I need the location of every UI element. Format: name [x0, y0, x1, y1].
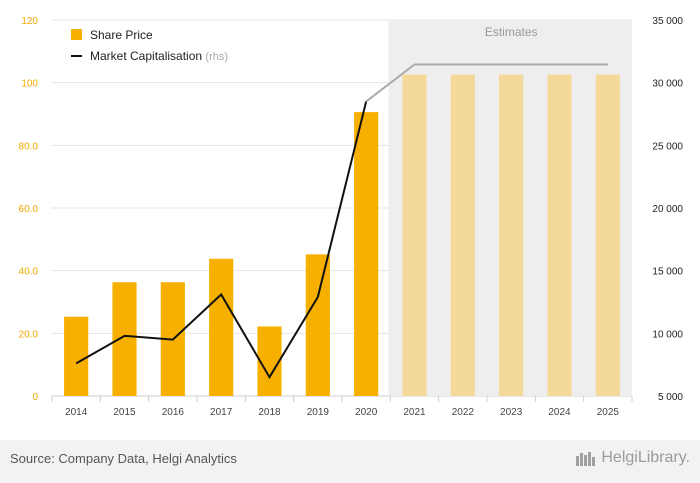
brand-logo: HelgiLibrary. — [575, 449, 690, 467]
source-note: Source: Company Data, Helgi Analytics — [10, 451, 237, 466]
share-price-bar-2021 — [402, 74, 427, 397]
share-price-bar-2023 — [499, 74, 524, 397]
left-tick-label: 20.0 — [19, 329, 39, 340]
share-price-bar-2017 — [209, 258, 234, 396]
right-tick-label: 30 000 — [652, 79, 683, 90]
left-tick-label: 100 — [21, 79, 38, 90]
legend: Share Price Market Capitalisation (rhs) — [71, 28, 228, 63]
legend-label-market-cap: Market Capitalisation (rhs) — [90, 49, 228, 63]
x-axis: 2014 2015 2016 2017 2018 2019 2020 2021 2022 2023… — [51, 396, 633, 418]
share-price-bar-2025 — [595, 74, 620, 397]
x-tick-label-2019: 2019 — [307, 407, 330, 418]
x-tick-label-2017: 2017 — [210, 407, 233, 418]
share-price-bars — [64, 74, 620, 397]
share-price-bar-2020 — [354, 112, 379, 397]
left-tick-label: 120 — [21, 16, 38, 27]
right-tick-label: 5 000 — [658, 392, 683, 403]
right-tick-label: 20 000 — [652, 204, 683, 215]
share-price-bar-2022 — [450, 74, 475, 397]
x-tick-label-2025: 2025 — [597, 407, 620, 418]
right-tick-label: 10 000 — [652, 329, 683, 340]
right-axis-ticks: 5 000 10 000 15 000 20 000 25 000 30 000 35 00… — [652, 16, 683, 403]
grid-lines — [52, 19, 632, 397]
x-tick-label-2020: 2020 — [355, 407, 378, 418]
x-tick-label-2021: 2021 — [403, 407, 426, 418]
brand-name: HelgiLibrary. — [601, 449, 690, 466]
market-cap-line — [75, 63, 608, 380]
share-price-bar-2018 — [257, 326, 282, 396]
x-tick-label-2024: 2024 — [548, 407, 571, 418]
left-tick-label: 60.0 — [19, 204, 39, 215]
market-cap-line-estimate — [365, 63, 608, 103]
legend-label-share-price: Share Price — [90, 28, 153, 42]
x-tick-label-2023: 2023 — [500, 407, 523, 418]
x-tick-label-2015: 2015 — [113, 407, 136, 418]
left-tick-label: 80.0 — [19, 141, 39, 152]
share-price-bar-2014 — [64, 316, 89, 396]
market-cap-line-actual — [75, 101, 368, 380]
legend-swatch-share-price — [71, 29, 82, 40]
share-price-bar-2015 — [112, 282, 137, 396]
x-tick-label-2014: 2014 — [65, 407, 88, 418]
share-price-bar-2019 — [305, 254, 330, 396]
share-price-bar-2024 — [547, 74, 572, 397]
estimates-label: Estimates — [485, 25, 538, 39]
combo-chart: Estimates 0 20.0 40.0 60.0 80.0 100 120 5 000 1… — [19, 16, 684, 418]
left-tick-label: 0 — [32, 392, 38, 403]
library-icon — [576, 452, 596, 466]
x-tick-label-2018: 2018 — [258, 407, 281, 418]
right-tick-label: 35 000 — [652, 16, 683, 27]
x-tick-label-2016: 2016 — [162, 407, 185, 418]
x-tick-label-2022: 2022 — [452, 407, 475, 418]
right-tick-label: 25 000 — [652, 141, 683, 152]
left-axis-ticks: 0 20.0 40.0 60.0 80.0 100 120 — [19, 16, 39, 403]
right-tick-label: 15 000 — [652, 267, 683, 278]
footer-bar: Source: Company Data, Helgi Analytics He… — [0, 440, 700, 483]
left-tick-label: 40.0 — [19, 267, 39, 278]
